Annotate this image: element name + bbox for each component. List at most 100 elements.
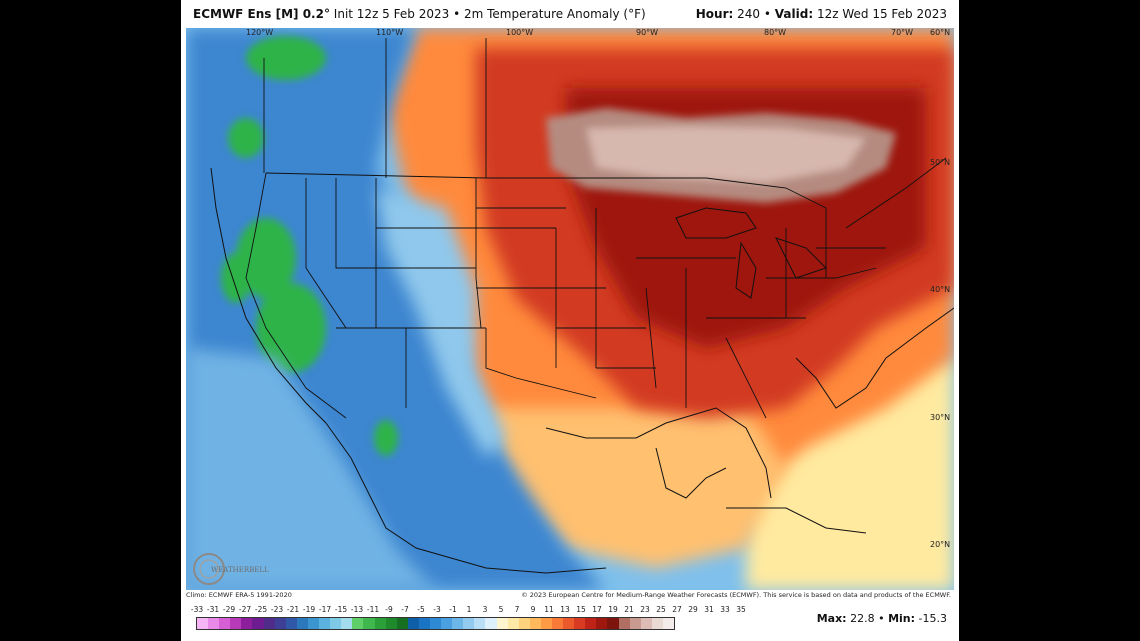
colorbar-swatch [540, 618, 552, 629]
lat-label-50n: 50°N [930, 158, 951, 167]
lat-label-40n: 40°N [930, 285, 951, 294]
colorbar-tick-label: 7 [514, 605, 520, 614]
colorbar-swatch [407, 618, 419, 629]
colorbar-swatch [441, 618, 453, 629]
colorbar-swatch [485, 618, 497, 629]
title-bar: ECMWF Ens [M] 0.2° Init 12z 5 Feb 2023 •… [181, 0, 959, 28]
colorbar-tick-label: -3 [433, 605, 441, 614]
colorbar-swatch [607, 618, 619, 629]
colorbar-tick-label: -11 [366, 605, 380, 614]
colorbar-tick-label: 3 [482, 605, 488, 614]
title-separator: • [453, 7, 461, 21]
logo-text: WEATHERBELL [211, 566, 269, 574]
title-separator-2: • [763, 7, 771, 21]
colorbar-swatch [640, 618, 652, 629]
colorbar-tick-label: 15 [576, 605, 586, 614]
stats-separator: • [878, 612, 885, 625]
colorbar-swatch [618, 618, 630, 629]
colorbar-tick-label: 21 [624, 605, 634, 614]
colorbar-tick-label: 23 [640, 605, 650, 614]
valid-label: Valid: [774, 7, 814, 21]
colorbar-swatch [474, 618, 486, 629]
colorbar-swatch [219, 618, 231, 629]
colorbar-swatch [452, 618, 464, 629]
cold-anomaly-light [376, 188, 506, 458]
colorbar-tick-label: 11 [544, 605, 554, 614]
colorbar-tick-label: -1 [449, 605, 457, 614]
colorbar-swatch [507, 618, 519, 629]
map-panel: ECMWF Ens [M] 0.2° Init 12z 5 Feb 2023 •… [181, 0, 959, 641]
colorbar-tick-label: 25 [656, 605, 666, 614]
state-borders [245, 38, 947, 419]
colorbar-swatch [629, 618, 641, 629]
colorbar-tick-label: -15 [334, 605, 348, 614]
colorbar-tick-label: -19 [302, 605, 316, 614]
colorbar-tick-label: -31 [206, 605, 220, 614]
colorbar-swatch [330, 618, 342, 629]
colorbar-swatch [496, 618, 508, 629]
colorbar-swatch [307, 618, 320, 629]
logo-icon [193, 553, 225, 585]
colorbar-swatch [385, 618, 397, 629]
colorbar-swatch [429, 618, 442, 629]
weatherbell-logo: WEATHERBELL [189, 552, 269, 586]
lat-label-30n: 30°N [930, 413, 951, 422]
colorbar-swatch [208, 618, 220, 629]
colorbar-tick-label: -7 [401, 605, 409, 614]
lon-label-90w: 90°W [636, 28, 659, 37]
colorbar-swatch [518, 618, 530, 629]
colorbar-tick-label: -25 [254, 605, 268, 614]
mexico-warm-region [486, 408, 786, 568]
colorbar-swatch [274, 618, 286, 629]
forecast-hour: 240 [737, 7, 761, 21]
model-name: ECMWF Ens [M] 0.2° [193, 7, 330, 21]
colorbar-swatch [197, 618, 209, 629]
lat-label-20n: 20°N [930, 540, 951, 549]
min-value: -15.3 [918, 612, 947, 625]
lon-label-120w: 120°W [246, 28, 274, 37]
colorbar-tick-label: 1 [466, 605, 472, 614]
colorbar-tick-label: 9 [530, 605, 536, 614]
colorbar-swatch [585, 618, 597, 629]
lon-label-70w: 70°W [891, 28, 914, 37]
colorbar-swatch [352, 618, 364, 629]
colorbar-tick-label: 13 [560, 605, 570, 614]
colorbar [196, 617, 676, 630]
colorbar-swatch [230, 618, 242, 629]
colorbar-swatch [418, 618, 430, 629]
colorbar-ticks: -33 -31 -29 -27 -25 -23 -21 -19 -17 -15 -13 -11 -9 -7… [191, 605, 751, 615]
lon-label-100w: 100°W [506, 28, 534, 37]
lon-label-110w: 110°W [376, 28, 404, 37]
colorbar-tick-label: 33 [720, 605, 730, 614]
colorbar-tick-label: -29 [222, 605, 236, 614]
max-value: 22.8 [850, 612, 875, 625]
colorbar-tick-label: 17 [592, 605, 602, 614]
colorbar-tick-label: 29 [688, 605, 698, 614]
colorbar-tick-label: 19 [608, 605, 618, 614]
pacific-cool-region [186, 348, 436, 590]
colorbar-swatch [563, 618, 575, 629]
colorbar-swatch [529, 618, 541, 629]
colorbar-swatch [651, 618, 663, 629]
colorbar-swatch [463, 618, 475, 629]
title-right: Hour: 240 • Valid: 12z Wed 15 Feb 2023 [696, 7, 947, 21]
valid-time: 12z Wed 15 Feb 2023 [816, 7, 947, 21]
colorbar-swatch [296, 618, 308, 629]
colorbar-swatch [363, 618, 375, 629]
map-svg [186, 28, 954, 590]
colorbar-swatch [285, 618, 297, 629]
max-label: Max: [816, 612, 847, 625]
temperature-anomaly-map: 120°W 110°W 100°W 90°W 80°W 70°W 60°N 50… [186, 28, 954, 590]
lon-label-80w: 80°W [764, 28, 787, 37]
min-label: Min: [888, 612, 916, 625]
colorbar-swatch [396, 618, 408, 629]
colorbar-tick-label: -27 [238, 605, 252, 614]
green-anomaly-spots [221, 36, 398, 456]
colorbar-tick-label: -9 [385, 605, 393, 614]
product-name: 2m Temperature Anomaly (°F) [463, 7, 646, 21]
colorbar-swatch [241, 618, 253, 629]
colorbar-swatch [319, 618, 331, 629]
title-left: ECMWF Ens [M] 0.2° Init 12z 5 Feb 2023 •… [193, 7, 646, 21]
colorbar-tick-label: -17 [318, 605, 332, 614]
lat-label-60n: 60°N [930, 28, 951, 37]
